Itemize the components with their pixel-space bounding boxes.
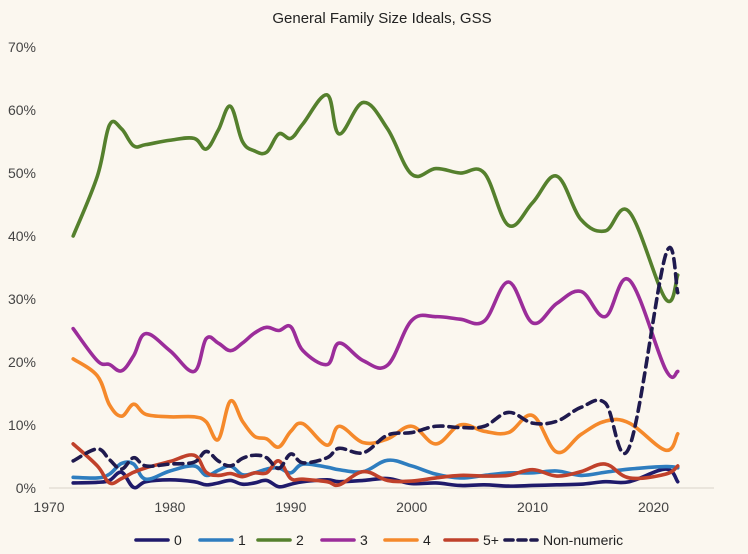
y-tick-label: 10% [8, 417, 36, 433]
series-line-4 [71, 357, 680, 455]
x-tick-label: 2000 [396, 499, 427, 515]
x-tick-label: 1990 [275, 499, 306, 515]
y-tick-label: 50% [8, 165, 36, 181]
legend: 0 1 2 3 4 5+ Non-numeric [134, 532, 623, 548]
x-tick-label: 2010 [517, 499, 548, 515]
series-layer [71, 93, 680, 490]
y-tick-label: 30% [8, 291, 36, 307]
series-line-3 [71, 276, 680, 380]
legend-label: 4 [423, 532, 431, 548]
y-axis: 0% 10% 20% 30% 40% 50% 60% 70% [8, 39, 36, 496]
series-line-non-numeric [71, 245, 680, 471]
chart-title: General Family Size Ideals, GSS [272, 10, 491, 27]
y-tick-label: 60% [8, 102, 36, 118]
x-tick-label: 1980 [154, 499, 185, 515]
y-tick-label: 20% [8, 354, 36, 370]
legend-label: 3 [360, 532, 368, 548]
y-tick-label: 70% [8, 39, 36, 55]
y-tick-label: 40% [8, 228, 36, 244]
series-line-2 [71, 93, 680, 304]
y-tick-label: 0% [16, 480, 36, 496]
series-line-0 [71, 467, 680, 490]
x-axis: 1970 1980 1990 2000 2010 2020 [33, 499, 669, 515]
legend-label: Non-numeric [543, 532, 623, 548]
legend-label: 5+ [483, 532, 499, 548]
x-tick-label: 1970 [33, 499, 64, 515]
legend-label: 1 [238, 532, 246, 548]
legend-label: 0 [174, 532, 182, 548]
x-tick-label: 2020 [638, 499, 669, 515]
legend-label: 2 [296, 532, 304, 548]
